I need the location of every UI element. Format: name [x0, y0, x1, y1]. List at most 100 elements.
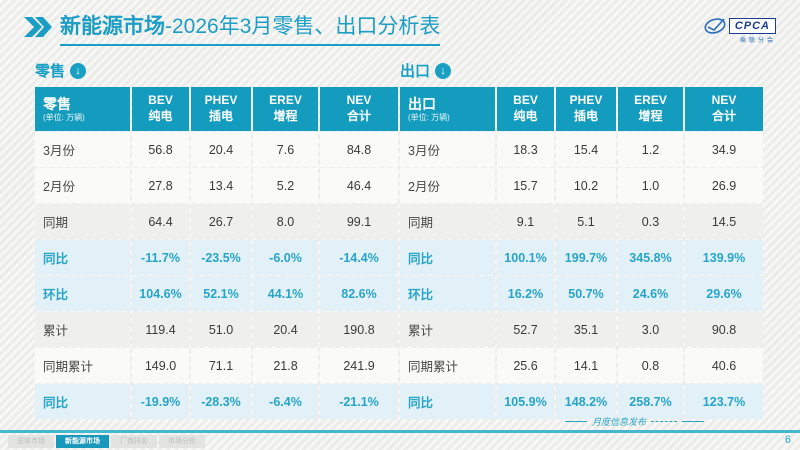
table-cell: -19.9%	[132, 384, 189, 419]
table-cell: 24.6%	[618, 276, 683, 311]
table-cell: 40.6	[685, 348, 763, 383]
swoosh-icon	[704, 18, 726, 34]
table-cell: 5.1	[556, 204, 616, 239]
retail-section-title: 零售	[35, 63, 66, 80]
row-label: 同期累计	[400, 348, 495, 383]
table-cell: 71.1	[191, 348, 251, 383]
table-cell: 21.8	[253, 348, 318, 383]
table-cell: -6.4%	[253, 384, 318, 419]
table-cell: 35.1	[556, 312, 616, 347]
table-cell: 1.0	[618, 168, 683, 203]
row-label: 同期	[400, 204, 495, 239]
line-segment	[682, 421, 704, 422]
table-cell: 15.4	[556, 132, 616, 167]
table-cell: 0.8	[618, 348, 683, 383]
export-section: 出口 ↓ 出口 (单位: 万辆) BEV 纯电 PHEV 插电 EREV 增程 NEV 合计 3月份…	[400, 60, 763, 419]
footer-watermark: 月度信息发布	[564, 415, 704, 428]
row-label: 2月份	[35, 168, 130, 203]
column-header: PHEV 插电	[191, 87, 251, 131]
page-number: 6	[784, 434, 791, 446]
tab-nev-market[interactable]: 新能源市场	[56, 435, 109, 448]
cpca-logo: CPCA 乘联分会	[703, 16, 776, 44]
table-cell: 1.2	[618, 132, 683, 167]
table-cell: 56.8	[132, 132, 189, 167]
column-header: EREV 增程	[618, 87, 683, 131]
table-cell: 100.1%	[497, 240, 554, 275]
line-segment	[564, 421, 587, 422]
footer-divider	[0, 430, 800, 433]
table-cell: 26.7	[191, 204, 251, 239]
table-cell: 25.6	[497, 348, 554, 383]
table-cell: 14.5	[685, 204, 763, 239]
table-cell: 345.8%	[618, 240, 683, 275]
table-cell: -6.0%	[253, 240, 318, 275]
row-label: 3月份	[400, 132, 495, 167]
table-cell: 258.7%	[618, 384, 683, 419]
column-header: NEV 合计	[685, 87, 763, 131]
table-cell: -28.3%	[191, 384, 251, 419]
row-label: 3月份	[35, 132, 130, 167]
row-label: 累计	[35, 312, 130, 347]
column-header: BEV 纯电	[497, 87, 554, 131]
table-cell: 8.0	[253, 204, 318, 239]
table-cell: 84.8	[320, 132, 398, 167]
page-title-rest: -2026年3月零售、出口分析表	[165, 15, 441, 38]
row-label: 同期累计	[35, 348, 130, 383]
tab-market-analysis[interactable]: 市场分析	[159, 435, 205, 448]
table-cell: 52.1%	[191, 276, 251, 311]
table-cell: 26.9	[685, 168, 763, 203]
table-cell: 9.1	[497, 204, 554, 239]
column-header: EREV 增程	[253, 87, 318, 131]
table-cell: -11.7%	[132, 240, 189, 275]
down-arrow-icon: ↓	[435, 62, 452, 79]
table-title-cell: 出口 (单位: 万辆)	[400, 87, 495, 131]
export-table: 出口 (单位: 万辆) BEV 纯电 PHEV 插电 EREV 增程 NEV 合计 3月份 18.3 1…	[400, 87, 763, 419]
tab-overall-market[interactable]: 总体市场	[8, 435, 54, 448]
table-cell: 149.0	[132, 348, 189, 383]
table-cell: 16.2%	[497, 276, 554, 311]
table-cell: 241.9	[320, 348, 398, 383]
column-header: PHEV 插电	[556, 87, 616, 131]
page-title: 新能源市场-2026年3月零售、出口分析表	[60, 14, 441, 47]
row-label: 同期	[35, 204, 130, 239]
table-cell: 105.9%	[497, 384, 554, 419]
logo-text: CPCA	[728, 18, 776, 34]
export-section-label: 出口 ↓	[400, 60, 763, 81]
table-cell: -14.4%	[320, 240, 398, 275]
table-cell: 148.2%	[556, 384, 616, 419]
table-cell: 64.4	[132, 204, 189, 239]
table-cell: 104.6%	[132, 276, 189, 311]
table-cell: 27.8	[132, 168, 189, 203]
table-cell: 0.3	[618, 204, 683, 239]
logo-subtext: 乘联分会	[739, 38, 776, 44]
table-cell: 190.8	[320, 312, 398, 347]
table-cell: 44.1%	[253, 276, 318, 311]
dashed-segment	[651, 421, 677, 422]
row-label: 2月份	[400, 168, 495, 203]
column-header: BEV 纯电	[132, 87, 189, 131]
row-label: 环比	[400, 276, 495, 311]
table-cell: 18.3	[497, 132, 554, 167]
table-cell: 46.4	[320, 168, 398, 203]
double-chevron-icon	[24, 17, 52, 37]
row-label: 同比	[35, 240, 130, 275]
row-label: 累计	[400, 312, 495, 347]
table-cell: 99.1	[320, 204, 398, 239]
table-cell: 10.2	[556, 168, 616, 203]
table-title-cell: 零售 (单位: 万辆)	[35, 87, 130, 131]
table-cell: -21.1%	[320, 384, 398, 419]
table-cell: -23.5%	[191, 240, 251, 275]
table-cell: 15.7	[497, 168, 554, 203]
table-cell: 82.6%	[320, 276, 398, 311]
slide-header: 新能源市场-2026年3月零售、出口分析表 CPCA 乘联分会	[24, 14, 776, 47]
table-cell: 52.7	[497, 312, 554, 347]
table-cell: 5.2	[253, 168, 318, 203]
export-section-title: 出口	[400, 63, 431, 80]
tab-oem-ranking[interactable]: 厂商排名	[111, 435, 157, 448]
table-cell: 139.9%	[685, 240, 763, 275]
retail-section: 零售 ↓ 零售 (单位: 万辆) BEV 纯电 PHEV 插电 EREV 增程 NEV 合计 3月份…	[35, 60, 398, 419]
table-cell: 3.0	[618, 312, 683, 347]
table-cell: 50.7%	[556, 276, 616, 311]
down-arrow-icon: ↓	[70, 62, 87, 79]
